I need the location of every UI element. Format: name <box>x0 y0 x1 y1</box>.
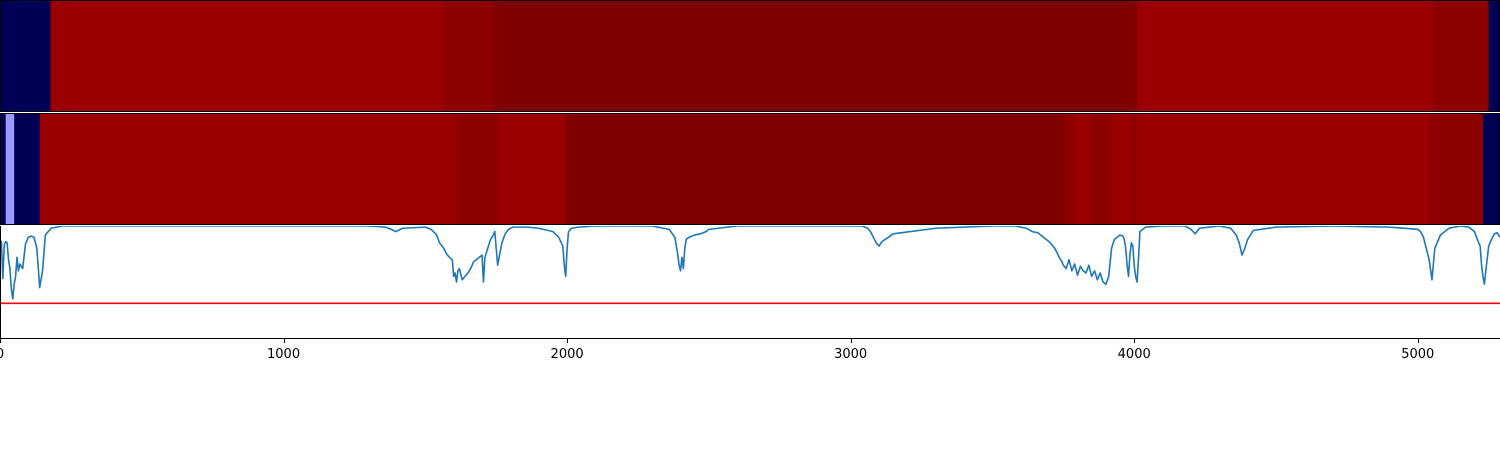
heatmap-top-panel <box>0 0 1500 112</box>
signal-line <box>0 226 1500 300</box>
heatmap-bottom-cell-0 <box>0 113 7 225</box>
heatmap-bottom-cell-7 <box>565 113 1064 225</box>
x-tick-label-4000: 4000 <box>1118 347 1151 362</box>
heatmap-bottom-cell-2 <box>14 113 41 225</box>
heatmap-bottom-cell-3 <box>39 113 456 225</box>
x-tick-label-1000: 1000 <box>267 347 300 362</box>
heatmap-bottom-cell-14 <box>1429 113 1484 225</box>
heatmap-bottom-cell-10 <box>1090 113 1113 225</box>
heatmap-bottom-panel <box>0 113 1500 225</box>
heatmap-bottom-cell-11 <box>1111 113 1131 225</box>
heatmap-bottom-cell-4 <box>455 113 465 225</box>
heatmap-bottom-cell-8 <box>1063 113 1076 225</box>
heatmap-bottom-cell-15 <box>1482 113 1500 225</box>
heatmap-top-cell-3 <box>493 0 1138 112</box>
x-axis: 0 1000 2000 3000 4000 5000 <box>0 226 1500 362</box>
line-plot-panel: 0 1000 2000 3000 4000 5000 <box>0 226 1500 362</box>
x-tick-label-5000: 5000 <box>1401 347 1434 362</box>
heatmap-top-cell-1 <box>50 0 445 112</box>
heatmap-bottom-cell-9 <box>1074 113 1091 225</box>
x-tick-label-2000: 2000 <box>551 347 584 362</box>
heatmap-bottom-cell-5 <box>463 113 499 225</box>
x-tick-label-0: 0 <box>0 347 4 362</box>
heatmap-bottom-cell-1 <box>5 113 15 225</box>
heatmap-top-cell-0 <box>0 0 51 112</box>
x-tick-label-3000: 3000 <box>834 347 867 362</box>
heatmap-top-cell-6 <box>1488 0 1500 112</box>
heatmap-top-cell-2 <box>443 0 494 112</box>
heatmap-bottom-cell-6 <box>497 113 567 225</box>
heatmap-bottom-cell-13 <box>1137 113 1430 225</box>
line-plot-background <box>0 226 1500 338</box>
heatmap-bottom-cell-12 <box>1129 113 1138 225</box>
heatmap-top-cell-5 <box>1433 0 1490 112</box>
heatmap-top-cell-4 <box>1137 0 1434 112</box>
